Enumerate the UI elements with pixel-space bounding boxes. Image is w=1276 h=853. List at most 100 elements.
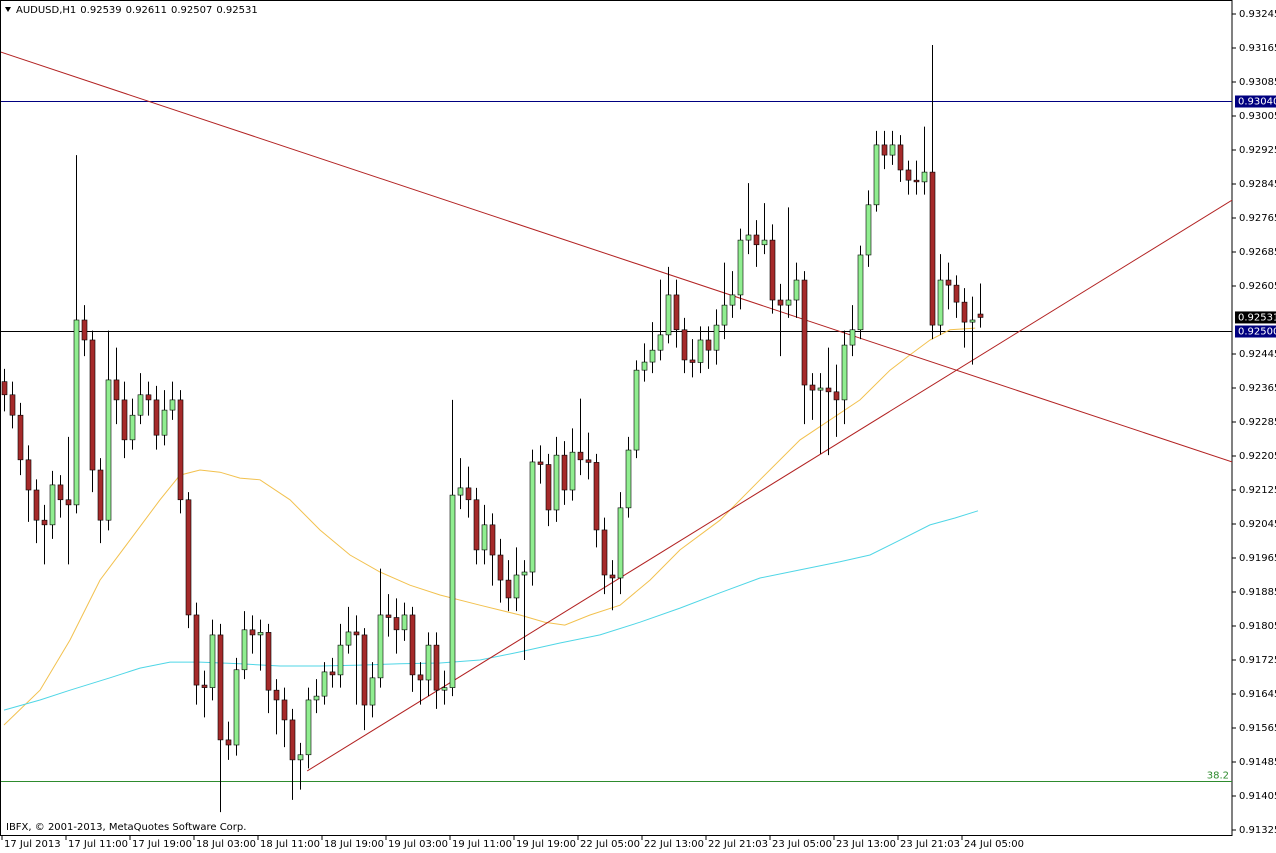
candle-body [697, 339, 704, 363]
candle-body [609, 574, 616, 579]
candle-body [793, 279, 800, 301]
candle-body [953, 284, 960, 303]
y-tick-label: 0.93165 [1239, 43, 1276, 54]
candle-body [817, 387, 824, 391]
candle-body [425, 644, 432, 681]
candle-body [873, 144, 880, 206]
candle-body [737, 239, 744, 296]
candle-body [153, 399, 160, 436]
x-tick-label: 22 Jul 05:00 [580, 839, 640, 850]
candle-body [553, 454, 560, 511]
candle-body [625, 449, 632, 509]
y-tick-label: 0.91645 [1239, 689, 1276, 700]
x-tick-label: 19 Jul 19:00 [516, 839, 576, 850]
candle-body [889, 144, 896, 156]
candle-body [865, 204, 872, 256]
candle-body [929, 171, 936, 326]
x-tick-label: 17 Jul 2013 [4, 839, 61, 850]
candle-body [41, 519, 48, 526]
candle-body [961, 301, 968, 323]
candle-body [577, 451, 584, 461]
candle-body [937, 279, 944, 326]
candle-body [97, 469, 104, 521]
y-tick-label: 0.92125 [1239, 485, 1276, 496]
candle-body [105, 379, 112, 521]
candle-body [881, 144, 888, 156]
candle-body [297, 754, 304, 761]
candle-body [449, 494, 456, 688]
y-tick-label: 0.91405 [1239, 791, 1276, 802]
candle-body [585, 459, 592, 463]
candle-body [265, 632, 272, 691]
fib-label: 38.2 [1207, 771, 1229, 782]
candle-body [921, 171, 928, 183]
y-tick-label: 0.92605 [1239, 281, 1276, 292]
candle-body [649, 349, 656, 363]
candle-body [129, 414, 136, 441]
y-tick-label: 0.92845 [1239, 179, 1276, 190]
candle-body [913, 179, 920, 183]
candle-body [945, 279, 952, 286]
y-tick-label: 0.92285 [1239, 417, 1276, 428]
candle-body [537, 461, 544, 465]
y-tick-label: 0.92445 [1239, 349, 1276, 360]
x-tick-label: 23 Jul 13:00 [836, 839, 896, 850]
y-tick-label: 0.92365 [1239, 383, 1276, 394]
moving-average [3, 510, 979, 711]
candle-body [785, 299, 792, 306]
candle-body [161, 409, 168, 436]
last-price-label: 0.92531 [1238, 312, 1276, 323]
candle-body [681, 329, 688, 361]
price-level-box [1235, 325, 1276, 338]
candle-body [305, 699, 312, 756]
candle-body [521, 571, 528, 576]
candle-body [233, 669, 240, 746]
candle-body [513, 574, 520, 599]
candle-body [857, 254, 864, 331]
candle-body [169, 399, 176, 411]
candle-body [193, 614, 200, 686]
candle-body [33, 489, 40, 521]
candle-body [545, 464, 552, 511]
candle-body [905, 169, 912, 181]
candle-body [833, 391, 840, 401]
y-tick-label: 0.93005 [1239, 111, 1276, 122]
candle-body [249, 629, 256, 636]
candle-body [441, 687, 448, 691]
x-tick-label: 17 Jul 11:00 [68, 839, 128, 850]
copyright: IBFX, © 2001-2013, MetaQuotes Software C… [6, 822, 246, 833]
last-price-box [1235, 311, 1276, 324]
candle-body [393, 617, 400, 631]
candle-body [81, 319, 88, 341]
header-low: 0.92507 [171, 5, 212, 16]
candle-body [121, 399, 128, 441]
candle-body [721, 304, 728, 326]
candle-body [241, 629, 248, 671]
menu-arrow[interactable] [5, 7, 11, 12]
candle-body [417, 674, 424, 681]
candle-body [345, 631, 352, 646]
candle-body [465, 487, 472, 501]
candle-body [849, 329, 856, 346]
candle-body [337, 644, 344, 676]
candle-body [329, 671, 336, 676]
candle-body [377, 614, 384, 679]
candle-body [809, 384, 816, 391]
candle-body [257, 632, 264, 636]
plot-frame [0, 0, 1233, 836]
y-tick-label: 0.92765 [1239, 213, 1276, 224]
y-tick-label: 0.91325 [1239, 825, 1276, 836]
candle-body [57, 484, 64, 501]
price-level-box [1235, 95, 1276, 108]
candle-body [353, 631, 360, 636]
price-level-label: 0.93040 [1238, 97, 1276, 108]
candle-body [273, 689, 280, 701]
candle-body [569, 451, 576, 491]
candle-body [665, 294, 672, 336]
candle-body [497, 554, 504, 581]
symbol: AUDUSD,H1 [16, 5, 76, 16]
candle-body [825, 387, 832, 393]
candle-body [601, 529, 608, 576]
candle-body [433, 644, 440, 691]
